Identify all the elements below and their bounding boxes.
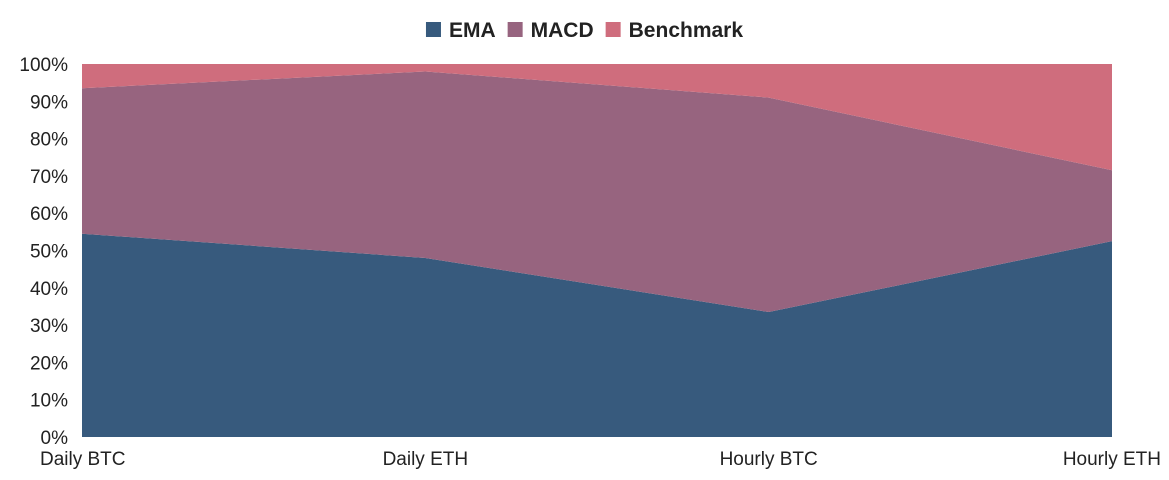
y-tick-label: 20% [30, 353, 68, 374]
x-tick-label: Daily ETH [383, 449, 469, 470]
plot-area [82, 64, 1112, 437]
legend-item-macd: MACD [507, 19, 594, 42]
area-benchmark [82, 64, 1112, 171]
legend-label: EMA [449, 19, 496, 42]
y-tick-label: 90% [30, 92, 68, 113]
x-tick-label: Daily BTC [40, 449, 126, 470]
legend-label: Benchmark [629, 19, 744, 42]
legend-swatch [507, 22, 523, 37]
x-axis: Daily BTC Daily ETH Hourly BTC Hourly ETH [40, 449, 1161, 470]
y-tick-label: 0% [41, 428, 69, 449]
y-tick-label: 100% [19, 55, 68, 76]
area-macd [82, 71, 1112, 313]
x-tick-label: Hourly BTC [720, 449, 818, 470]
legend-swatch [605, 22, 621, 37]
y-axis: 0% 10% 20% 30% 40% 50% 60% 70% 80% 90% 100% [19, 55, 68, 449]
y-tick-label: 80% [30, 130, 68, 151]
y-tick-label: 50% [30, 242, 68, 263]
y-tick-label: 40% [30, 279, 68, 300]
y-tick-label: 10% [30, 391, 68, 412]
y-tick-label: 60% [30, 204, 68, 225]
legend-item-ema: EMA [425, 19, 496, 42]
y-tick-label: 30% [30, 316, 68, 337]
legend-label: MACD [531, 19, 594, 42]
x-tick-label: Hourly ETH [1063, 449, 1161, 470]
legend-swatch [425, 22, 441, 37]
legend: EMA MACD Benchmark [425, 19, 744, 42]
legend-item-benchmark: Benchmark [605, 19, 744, 42]
y-tick-label: 70% [30, 167, 68, 188]
area-ema [82, 233, 1112, 437]
